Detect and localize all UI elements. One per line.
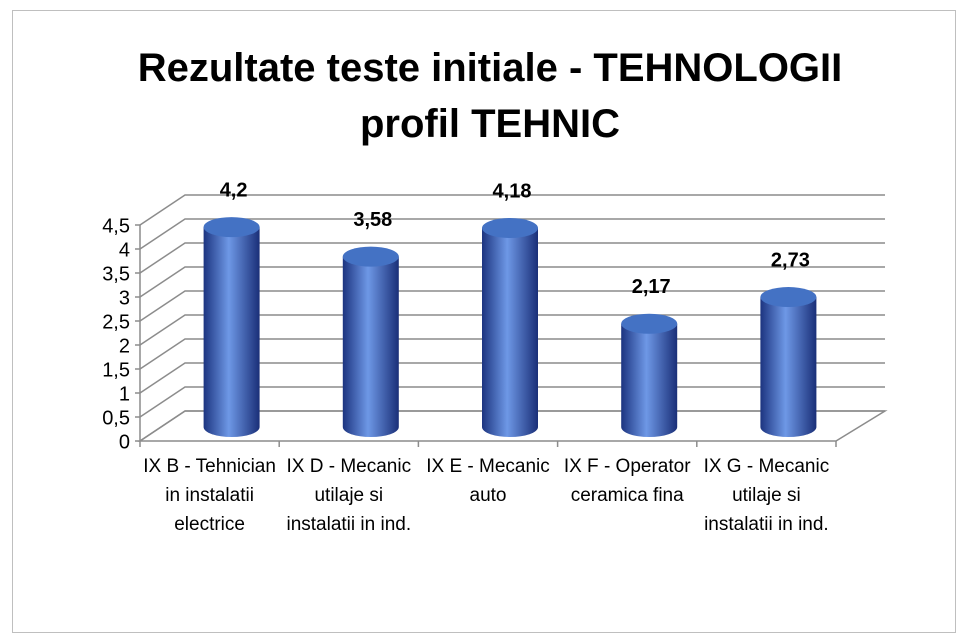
- y-tick-label: 0: [119, 431, 130, 453]
- x-tick-label: IX B - Tehnician in instalatii electrice: [143, 456, 276, 535]
- chart-frame: [12, 10, 956, 633]
- y-tick-label: 1: [119, 383, 130, 405]
- chart-title: Rezultate teste initiale - TEHNOLOGII pr…: [137, 46, 843, 146]
- y-tick-label: 4,5: [102, 215, 130, 237]
- bar: [760, 287, 817, 437]
- bar: [482, 218, 538, 437]
- y-tick-label: 2,5: [102, 311, 130, 333]
- x-tick-label: IX G - Mecanic utilaje si instalatii in …: [703, 456, 830, 535]
- grid-line: [139, 266, 885, 298]
- bar: [342, 246, 399, 437]
- bar: [621, 313, 678, 437]
- bar: [203, 217, 260, 437]
- x-tick-label: IX D - Mecanic utilaje si instalatii in …: [286, 456, 412, 535]
- x-tick-label: IX F - Operator ceramica fina: [563, 456, 691, 506]
- grid-line: [139, 194, 885, 226]
- data-label: 2,73: [771, 249, 810, 271]
- y-tick-label: 4: [119, 239, 130, 261]
- y-tick-label: 3: [119, 287, 130, 309]
- grid-line: [139, 242, 885, 274]
- y-tick-label: 0,5: [102, 407, 130, 429]
- grid-line: [139, 290, 885, 322]
- data-label: 2,17: [632, 276, 671, 298]
- y-tick-label: 1,5: [102, 359, 130, 381]
- y-tick-label: 2: [119, 335, 130, 357]
- data-label: 4,2: [220, 179, 248, 201]
- data-label: 3,58: [353, 209, 392, 231]
- data-label: 4,18: [493, 180, 532, 202]
- y-tick-label: 3,5: [102, 263, 130, 285]
- x-tick-label: IX E - Mecanic auto: [426, 456, 550, 506]
- grid-line: [139, 218, 885, 250]
